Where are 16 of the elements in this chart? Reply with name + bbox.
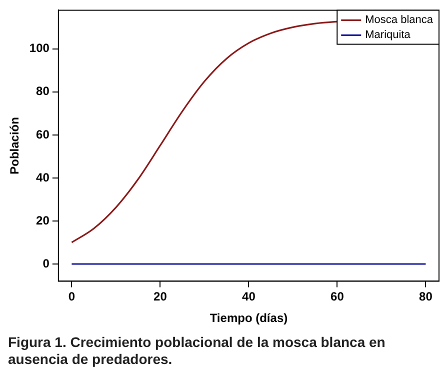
x-tick-label: 40 xyxy=(242,290,256,304)
x-tick-label: 20 xyxy=(154,290,168,304)
text: Figura 1. Crecimiento poblacional de la mosca blanca en ausencia de predadores. xyxy=(8,334,386,368)
y-tick-label: 80 xyxy=(36,84,50,98)
y-tick-label: 100 xyxy=(29,41,50,56)
x-axis-title: Tiempo (días) xyxy=(210,311,288,326)
y-tick-label: 0 xyxy=(42,256,50,270)
legend-label: Mosca blanca xyxy=(365,14,434,26)
legend-label: Mariquita xyxy=(365,29,412,42)
x-tick-label: 0 xyxy=(68,290,76,304)
x-tick-label: 60 xyxy=(330,290,344,304)
x-tick-label: 80 xyxy=(419,290,433,304)
y-tick-label: 20 xyxy=(36,213,50,228)
y-axis-title: Población xyxy=(8,117,22,174)
y-tick-label: 40 xyxy=(36,170,50,184)
y-tick-label: 60 xyxy=(36,127,50,142)
